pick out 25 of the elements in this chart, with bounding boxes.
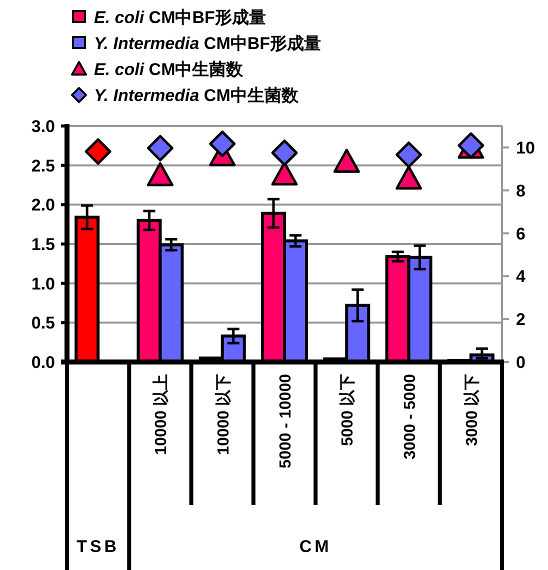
legend-label: E. coli CM中BF形成量 [94,8,266,27]
y2-tick-label: 8 [516,181,526,200]
y2-tick-label: 10 [516,138,535,158]
y2-tick-label: 6 [516,224,526,244]
x-tick-label: 10000 以上 [152,374,170,455]
x-tick-label: 10000 以下 [214,374,232,455]
y-tick-label: 2.5 [31,156,55,176]
legend-label: Y. Intermedia CM中生菌数 [94,86,300,105]
legend-label: Y. Intermedia CM中BF形成量 [94,34,322,53]
text: TSB [76,537,120,556]
y-tick-label: 0.5 [31,314,55,333]
x-tick-label: 3000 - 5000 [402,374,419,460]
text: CM [299,537,332,556]
y-tick-label: 1.5 [31,235,55,254]
y2-tick-label: 2 [516,310,526,330]
y-tick-label: 0.0 [31,353,55,372]
y-tick-label: 2.0 [31,196,55,215]
y-tick-label: 1.0 [31,274,55,294]
x-tick-label: 5000 - 10000 [278,374,294,468]
y-tick-label: 3.0 [31,117,55,136]
x-tick-label: 5000 以下 [338,374,357,446]
legend-label: E. coli CM中生菌数 [94,60,244,79]
y2-tick-label: 0 [516,353,526,372]
y2-tick-label: 4 [516,267,526,286]
x-tick-label: 3000 以下 [462,374,481,446]
